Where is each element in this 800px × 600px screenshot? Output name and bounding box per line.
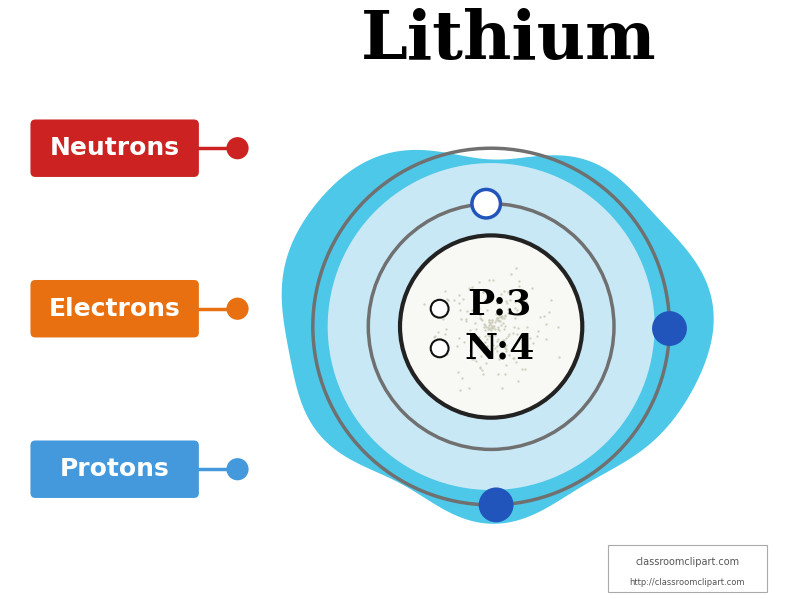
Text: http://classroomclipart.com: http://classroomclipart.com bbox=[630, 578, 745, 587]
Polygon shape bbox=[282, 150, 714, 524]
Text: N:4: N:4 bbox=[464, 331, 534, 365]
Circle shape bbox=[400, 235, 582, 418]
Circle shape bbox=[478, 487, 514, 523]
Circle shape bbox=[328, 163, 654, 490]
FancyBboxPatch shape bbox=[30, 280, 199, 337]
Text: Electrons: Electrons bbox=[49, 297, 181, 321]
Text: Neutrons: Neutrons bbox=[50, 136, 180, 160]
Text: Lithium: Lithium bbox=[361, 8, 657, 73]
Text: P:3: P:3 bbox=[467, 288, 531, 322]
Text: classroomclipart.com: classroomclipart.com bbox=[635, 557, 739, 568]
Circle shape bbox=[430, 340, 449, 357]
Text: Protons: Protons bbox=[60, 457, 170, 481]
Circle shape bbox=[472, 190, 501, 218]
FancyBboxPatch shape bbox=[30, 440, 199, 498]
Circle shape bbox=[226, 298, 249, 320]
Circle shape bbox=[226, 458, 249, 481]
Circle shape bbox=[430, 300, 449, 317]
Circle shape bbox=[226, 137, 249, 160]
FancyBboxPatch shape bbox=[30, 119, 199, 177]
Circle shape bbox=[652, 311, 687, 346]
